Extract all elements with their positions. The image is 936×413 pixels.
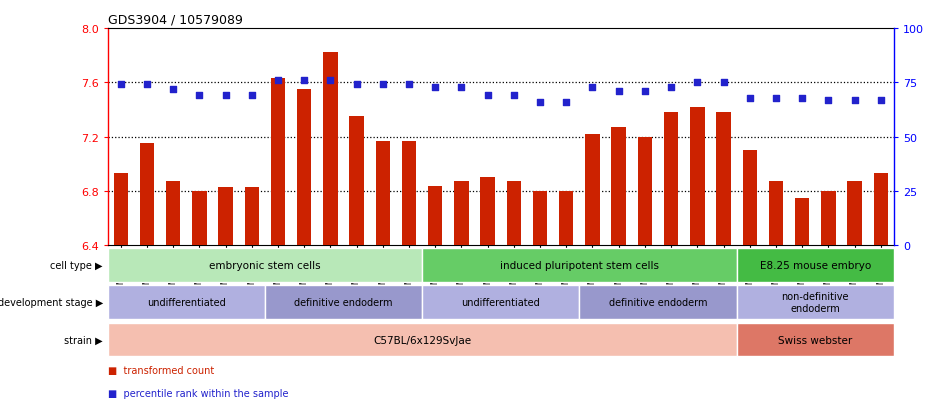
Point xyxy=(742,95,757,102)
Point xyxy=(795,95,810,102)
Bar xyxy=(375,141,390,246)
Point xyxy=(873,97,888,104)
Point xyxy=(716,80,731,86)
Point xyxy=(506,93,521,100)
Bar xyxy=(579,286,737,319)
Text: C57BL/6x129SvJae: C57BL/6x129SvJae xyxy=(373,335,471,345)
Bar xyxy=(422,249,737,282)
Bar xyxy=(349,117,364,246)
Point xyxy=(402,82,417,88)
Bar xyxy=(454,182,469,246)
Text: undifferentiated: undifferentiated xyxy=(461,297,540,308)
Point xyxy=(611,88,626,95)
Bar xyxy=(506,182,521,246)
Bar xyxy=(664,113,679,246)
Bar xyxy=(611,128,626,246)
Point xyxy=(690,80,705,86)
Bar xyxy=(533,192,548,246)
Bar xyxy=(297,90,312,246)
Text: undifferentiated: undifferentiated xyxy=(147,297,226,308)
Point xyxy=(637,88,652,95)
Point xyxy=(166,86,181,93)
Point xyxy=(323,78,338,84)
Point xyxy=(847,97,862,104)
Point xyxy=(218,93,233,100)
Text: GDS3904 / 10579089: GDS3904 / 10579089 xyxy=(108,13,242,26)
Bar xyxy=(271,79,285,246)
Point xyxy=(454,84,469,91)
Point xyxy=(244,93,259,100)
Bar xyxy=(637,137,652,246)
Point xyxy=(297,78,312,84)
Point xyxy=(271,78,285,84)
Text: definitive endoderm: definitive endoderm xyxy=(294,297,393,308)
Point xyxy=(192,93,207,100)
Point xyxy=(585,84,600,91)
Bar xyxy=(737,286,894,319)
Bar xyxy=(422,286,579,319)
Text: definitive endoderm: definitive endoderm xyxy=(608,297,708,308)
Bar xyxy=(265,286,422,319)
Text: development stage ▶: development stage ▶ xyxy=(0,297,103,308)
Bar xyxy=(821,192,836,246)
Text: ■  transformed count: ■ transformed count xyxy=(108,366,214,375)
Bar xyxy=(108,323,737,356)
Bar xyxy=(873,174,888,246)
Bar xyxy=(768,182,783,246)
Text: Swiss webster: Swiss webster xyxy=(778,335,853,345)
Bar xyxy=(402,141,417,246)
Bar xyxy=(690,107,705,246)
Bar xyxy=(716,113,731,246)
Bar xyxy=(585,135,600,246)
Bar xyxy=(737,249,894,282)
Point xyxy=(139,82,154,88)
Bar xyxy=(323,53,338,246)
Text: strain ▶: strain ▶ xyxy=(65,335,103,345)
Text: induced pluripotent stem cells: induced pluripotent stem cells xyxy=(500,260,659,271)
Point xyxy=(113,82,128,88)
Text: ■  percentile rank within the sample: ■ percentile rank within the sample xyxy=(108,388,288,398)
Point xyxy=(768,95,783,102)
Bar xyxy=(113,174,128,246)
Text: cell type ▶: cell type ▶ xyxy=(51,260,103,271)
Bar xyxy=(847,182,862,246)
Bar xyxy=(742,151,757,246)
Bar xyxy=(218,188,233,246)
Bar xyxy=(737,323,894,356)
Point xyxy=(664,84,679,91)
Point xyxy=(349,82,364,88)
Point xyxy=(480,93,495,100)
Point xyxy=(375,82,390,88)
Text: E8.25 mouse embryo: E8.25 mouse embryo xyxy=(760,260,870,271)
Bar xyxy=(480,178,495,246)
Bar xyxy=(192,192,207,246)
Bar xyxy=(428,186,443,246)
Bar xyxy=(795,198,810,246)
Bar xyxy=(108,249,422,282)
Point xyxy=(428,84,443,91)
Bar xyxy=(244,188,259,246)
Text: embryonic stem cells: embryonic stem cells xyxy=(209,260,321,271)
Bar xyxy=(166,182,181,246)
Bar xyxy=(108,286,265,319)
Point xyxy=(559,99,574,106)
Text: non-definitive
endoderm: non-definitive endoderm xyxy=(782,292,849,313)
Bar xyxy=(139,144,154,246)
Bar xyxy=(559,192,574,246)
Point xyxy=(533,99,548,106)
Point xyxy=(821,97,836,104)
